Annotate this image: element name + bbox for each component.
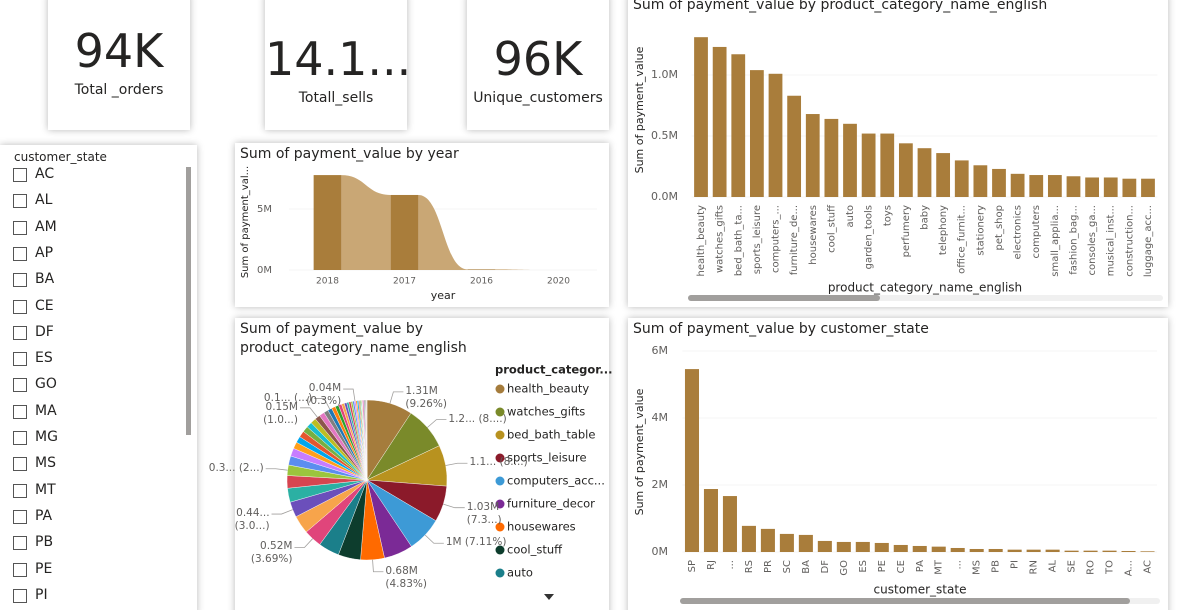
chart-title: Sum of payment_value by customer_state [633,321,929,337]
checkbox[interactable] [13,588,27,603]
data-label: 1.1... (8....) [469,456,528,469]
slicer-item[interactable]: CE [35,297,54,314]
data-label: 0.3... (2...) [208,461,264,474]
scrollbar[interactable] [186,167,191,435]
slicer-item[interactable]: ES [35,350,53,367]
slicer-item[interactable]: AL [35,192,53,209]
card-label: Totall_sells [298,90,374,106]
card-label: Unique_customers [473,90,603,106]
slicer: customer_state AC AL AM AP BA CE DF ES GO MA MG MS M… [0,145,197,610]
slicer-item[interactable]: DF [35,323,54,340]
checkbox[interactable] [13,483,27,498]
data-label: 1.03M (7.3...) [466,500,502,526]
checkbox[interactable] [13,246,27,261]
chart-panel: Sum of payment_value by year [235,143,609,307]
data-label: 1.2... (8....) [448,412,507,425]
slicer-item[interactable]: PI [35,586,48,603]
slicer-item[interactable]: MA [35,402,57,419]
chart-panel: Sum of payment_value by product_category… [628,0,1168,307]
chart-title: Sum of payment_value by year [240,146,459,162]
checkbox[interactable] [13,404,27,419]
slicer-item[interactable]: PE [35,560,53,577]
data-label: 0.1... (...) [263,391,313,404]
slicer-item[interactable]: PA [35,507,53,524]
slicer-item[interactable]: AP [35,244,54,261]
checkbox[interactable] [13,352,27,367]
data-label: 0.52M (3.69%) [250,540,293,566]
slicer-item[interactable]: AC [35,166,55,182]
slicer-item[interactable]: GO [35,376,57,393]
data-label: 1.31M (9.26%) [405,384,447,410]
checkbox[interactable] [13,299,27,314]
card-value: 96K [493,32,583,86]
slicer-item[interactable]: MG [35,429,58,445]
slicer-item[interactable]: AM [35,218,57,235]
checkbox[interactable] [13,509,27,524]
data-label: 0.15M (1.0...) [263,400,298,426]
slicer-item[interactable]: BA [35,271,55,288]
checkbox[interactable] [13,325,27,340]
card: 14.1... Totall_sells [265,0,412,130]
checkbox[interactable] [13,220,27,235]
card-value: 94K [74,24,164,78]
slicer-title: customer_state [14,150,107,164]
card: 94K Total _orders [48,0,190,130]
checkbox[interactable] [13,378,27,393]
checkbox[interactable] [13,168,27,182]
data-label: 1M (7.11%) [445,536,507,549]
checkbox[interactable] [13,273,27,288]
chart-title: Sum of payment_value by product_category… [240,321,467,356]
card: 96K Unique_customers [467,0,609,130]
slicer-item[interactable]: PB [35,534,54,551]
slicer-item[interactable]: MT [35,481,56,498]
checkbox[interactable] [13,194,27,209]
chart-title: Sum of payment_value by product_category… [633,0,1048,13]
data-label: 0.04M (0.3%) [306,382,342,408]
checkbox[interactable] [13,562,27,577]
checkbox[interactable] [13,431,27,445]
data-label: 0.68M (4.83%) [385,564,427,590]
checkbox[interactable] [13,457,27,472]
card-value: 14.1... [265,32,412,86]
slicer-item[interactable]: MS [35,455,56,472]
card-label: Total _orders [74,82,164,98]
checkbox[interactable] [13,536,27,551]
data-label: 0.44... (3.0...) [234,507,270,533]
chart-panel: Sum of payment_value by customer_state [628,318,1168,610]
